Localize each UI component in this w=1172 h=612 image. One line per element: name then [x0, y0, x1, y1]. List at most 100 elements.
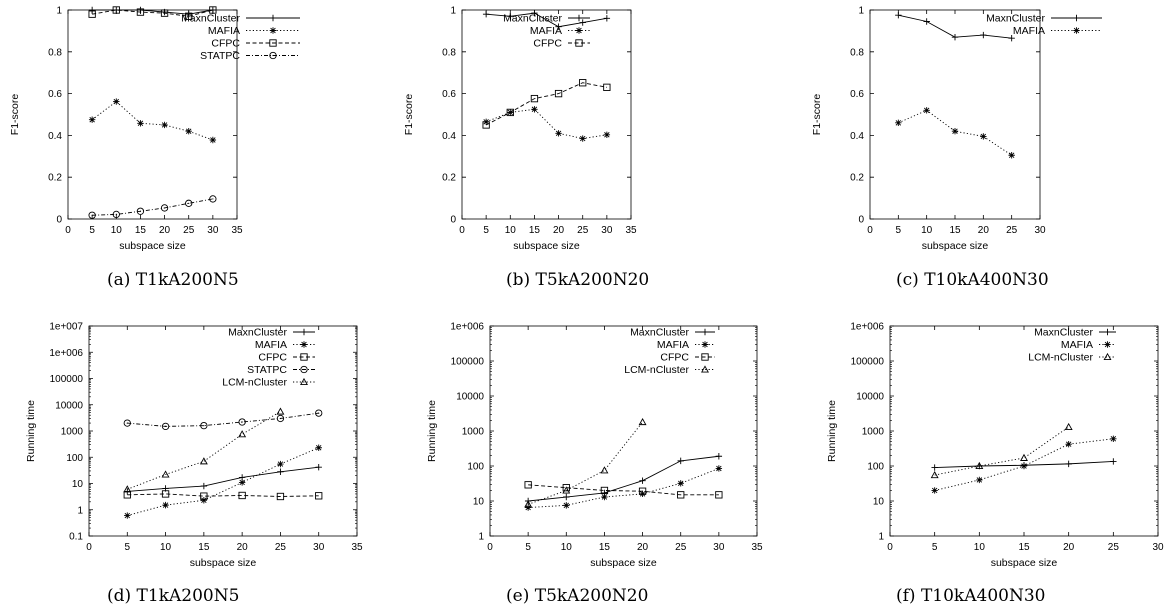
- data-point: [639, 490, 646, 498]
- data-point: [113, 98, 120, 105]
- data-point: [524, 504, 532, 511]
- y-tick-label: 1: [450, 6, 456, 17]
- y-axis-label: Running time: [25, 400, 37, 462]
- data-point: [951, 33, 959, 41]
- plot-frame: [889, 325, 1159, 537]
- data-point: [976, 476, 983, 484]
- data-point: [1065, 440, 1072, 448]
- series-line: [127, 411, 281, 490]
- caption-c: (c) T10kA400N30: [896, 270, 1049, 290]
- legend-marker: [269, 14, 277, 22]
- plot-frame: [869, 9, 1041, 220]
- data-point: [238, 418, 246, 426]
- x-tick-label: 5: [89, 225, 95, 236]
- x-tick-label: 20: [637, 542, 649, 553]
- x-tick-label: 15: [198, 542, 210, 553]
- data-point: [923, 18, 930, 25]
- data-point-dot: [279, 417, 282, 420]
- x-tick-label: 0: [65, 225, 71, 236]
- data-point: [88, 6, 96, 14]
- y-axis-label: Running time: [426, 400, 438, 462]
- data-point: [136, 8, 145, 16]
- x-tick-label: 15: [949, 225, 961, 236]
- data-point: [931, 464, 938, 471]
- data-point: [715, 465, 723, 472]
- data-point-dot: [126, 422, 128, 424]
- data-point-dot: [241, 421, 243, 423]
- data-point-dot: [203, 425, 205, 427]
- series-MAFIA: [482, 106, 611, 142]
- series-line: [528, 468, 720, 508]
- data-point: [600, 486, 609, 495]
- data-point: [482, 121, 490, 129]
- x-tick-label: 20: [553, 225, 565, 236]
- data-point: [895, 12, 902, 19]
- caption-f: (f) T10kA400N30: [896, 586, 1046, 606]
- legend-marker: [575, 27, 583, 34]
- chart-panel-4: 0 5 10 15 20 25 30 35 1 10 100 1000 10000 100000 1e+00…: [426, 322, 763, 570]
- x-tick-label: 5: [932, 542, 938, 553]
- data-point: [162, 501, 169, 509]
- data-point-dot: [91, 214, 93, 216]
- data-point: [200, 482, 208, 490]
- y-tick-label: 10000: [55, 400, 83, 411]
- legend-marker: [701, 328, 709, 336]
- data-point: [88, 10, 96, 18]
- data-point: [1065, 460, 1072, 468]
- data-point: [160, 204, 169, 212]
- data-point: [185, 10, 192, 18]
- legend-label: CFPC: [660, 352, 689, 364]
- series-CFPC: [482, 79, 611, 129]
- data-point: [524, 481, 532, 489]
- x-tick-label: 5: [483, 225, 489, 236]
- legend-label: MAFIA: [1013, 25, 1045, 37]
- data-point: [677, 491, 685, 499]
- data-point: [238, 430, 247, 438]
- series-line: [527, 421, 643, 505]
- data-point: [562, 486, 571, 494]
- x-tick-label: 0: [887, 542, 893, 553]
- legend-label: STATPC: [200, 50, 240, 62]
- series-MaxnCluster: [524, 453, 723, 505]
- x-axis-label: subspace size: [119, 240, 186, 252]
- y-tick-label: 10000: [456, 392, 484, 403]
- x-tick-label: 30: [1034, 225, 1046, 236]
- legend-label: MAFIA: [530, 25, 562, 37]
- y-axis-label: F1-score: [403, 94, 415, 136]
- data-point: [209, 195, 217, 203]
- series-MAFIA: [524, 465, 723, 511]
- data-point-dot: [115, 213, 117, 216]
- plot-frame: [67, 9, 238, 220]
- legend-marker: [575, 39, 583, 47]
- data-point-dot: [164, 425, 167, 427]
- data-point: [579, 79, 587, 87]
- legend-label: MAFIA: [208, 25, 240, 37]
- data-point: [209, 136, 217, 144]
- legend-label: LCM-nCluster: [624, 364, 689, 376]
- y-tick-label: 0: [450, 215, 456, 226]
- data-point: [160, 9, 169, 17]
- legend-marker: [1073, 14, 1080, 22]
- x-tick-label: 5: [896, 225, 902, 236]
- legend-marker: [1073, 27, 1080, 34]
- x-tick-label: 10: [561, 542, 573, 553]
- y-tick-label: 0: [858, 215, 864, 226]
- x-tick-label: 0: [487, 542, 493, 553]
- y-tick-label: 1000: [462, 427, 485, 438]
- x-tick-label: 30: [601, 225, 613, 236]
- x-tick-label: 15: [1018, 542, 1030, 553]
- x-tick-label: 15: [135, 225, 147, 236]
- data-point: [200, 421, 208, 430]
- caption-a: (a) T1kA200N5: [107, 270, 239, 290]
- series-line: [92, 9, 213, 15]
- data-point: [238, 491, 246, 500]
- data-point: [123, 485, 132, 493]
- chart-panel-3: 0 5 10 15 20 25 30 35 0.1 1 10 100 1000 10000 100000 1e…: [25, 322, 363, 570]
- y-tick-label: 1: [77, 505, 83, 516]
- data-point: [601, 493, 608, 501]
- y-tick-label: 100: [467, 462, 484, 473]
- y-tick-label: 0.6: [442, 89, 456, 100]
- y-axis-label: Running time: [826, 400, 838, 462]
- legend-marker: [300, 328, 308, 336]
- data-point: [931, 487, 938, 494]
